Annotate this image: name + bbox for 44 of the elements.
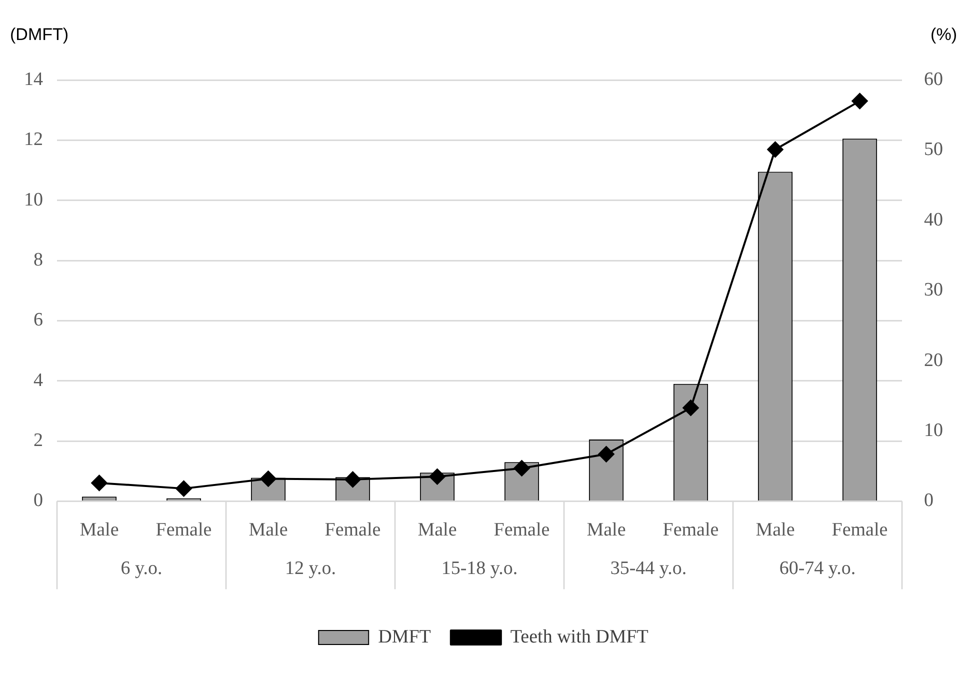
y2-tick-label: 50 bbox=[924, 139, 943, 160]
point bbox=[344, 471, 361, 488]
point bbox=[514, 460, 530, 476]
text: 35-44 y.o. bbox=[610, 558, 687, 580]
y-tick-label: 6 bbox=[34, 310, 43, 331]
text: 6 y.o. bbox=[120, 558, 162, 580]
y2-tick-label: 0 bbox=[924, 490, 934, 512]
x-tick-label: Male bbox=[586, 520, 626, 541]
y-tick-label: 14 bbox=[24, 68, 44, 90]
text: 12 y.o. bbox=[284, 558, 336, 580]
point bbox=[176, 480, 192, 497]
point bbox=[682, 400, 699, 416]
x-tick-label: Female bbox=[156, 520, 212, 541]
y2-tick-label: 30 bbox=[924, 280, 943, 301]
point bbox=[767, 142, 784, 158]
point bbox=[429, 468, 446, 485]
x-tick-label: Female bbox=[324, 520, 381, 541]
y2-tick-label: 40 bbox=[924, 209, 943, 230]
y2-tick-label: 20 bbox=[924, 350, 943, 371]
x-tick-label: Male bbox=[248, 520, 288, 541]
y2-axis-title: (%) bbox=[930, 25, 957, 44]
x-tick-label: Female bbox=[662, 520, 719, 541]
y-tick-label: 12 bbox=[24, 129, 43, 150]
point bbox=[260, 470, 276, 487]
legend-label: DMFT bbox=[378, 626, 432, 648]
point bbox=[91, 474, 108, 491]
y-tick-label: 0 bbox=[34, 490, 43, 512]
point bbox=[598, 446, 614, 462]
x-tick-label: Male bbox=[418, 520, 457, 541]
y-axis-title: (DMFT) bbox=[10, 25, 69, 44]
point bbox=[852, 93, 868, 110]
y-tick-label: 4 bbox=[34, 370, 44, 391]
legend-label: Teeth with DMFT bbox=[510, 626, 649, 648]
y2-tick-label: 10 bbox=[924, 420, 943, 441]
text: 15-18 y.o. bbox=[441, 558, 518, 580]
x-tick-label: Female bbox=[494, 520, 550, 541]
y2-tick-label: 60 bbox=[924, 68, 943, 90]
text: 60-74 y.o. bbox=[779, 558, 856, 580]
y-tick-label: 8 bbox=[34, 250, 43, 270]
x-tick-label: Female bbox=[832, 520, 888, 541]
x-tick-label: Male bbox=[756, 520, 795, 541]
x-tick-label: Male bbox=[80, 520, 119, 541]
y-tick-label: 2 bbox=[34, 430, 43, 452]
y-tick-label: 10 bbox=[24, 189, 43, 210]
